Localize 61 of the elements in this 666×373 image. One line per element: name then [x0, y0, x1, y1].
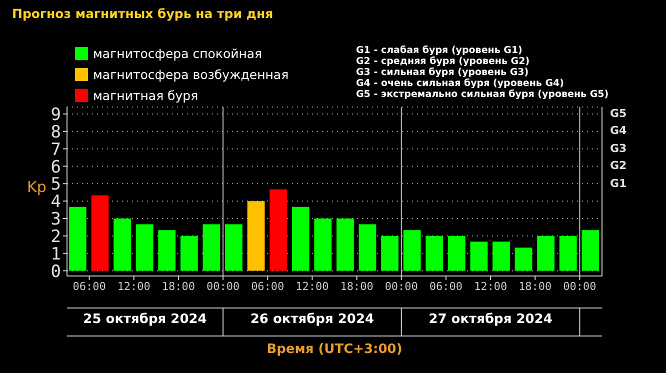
x-axis-title: Время (UTC+3:00)	[266, 342, 402, 357]
text: G4 - очень сильная буря (уровень G4)	[356, 78, 564, 89]
x-tick-label: 06:00	[251, 280, 284, 293]
bar	[358, 224, 376, 271]
bar	[136, 224, 154, 271]
text: 27 октября 2024	[428, 312, 552, 327]
bar	[314, 218, 332, 271]
x-tick-label: 00:00	[563, 280, 596, 293]
x-tick-label: 18:00	[518, 280, 552, 293]
text: G4	[610, 124, 627, 138]
text: G1 - слабая буря (уровень G1)	[356, 45, 522, 56]
bar	[426, 236, 444, 271]
text: G3 - сильная буря (уровень G3)	[356, 67, 529, 78]
bar	[158, 230, 176, 271]
x-tick-label: 00:00	[384, 280, 418, 293]
x-tick-label: 12:00	[474, 280, 508, 293]
bar	[336, 218, 354, 271]
text: 26 октября 2024	[250, 312, 374, 327]
bar	[403, 230, 421, 271]
bar	[270, 189, 288, 271]
y-tick-label: 4	[50, 192, 61, 212]
x-tick-label: 18:00	[162, 280, 196, 293]
bar	[514, 248, 532, 271]
text: 25 октября 2024	[83, 312, 207, 327]
bar	[381, 236, 398, 271]
chart-title: Прогноз магнитных бурь на три дня	[12, 6, 274, 21]
bar	[114, 218, 131, 271]
bar	[559, 236, 577, 271]
text: G1	[610, 176, 627, 190]
text: G3	[610, 142, 627, 155]
bar	[492, 242, 510, 271]
bar	[537, 236, 555, 271]
x-tick-label: 12:00	[117, 280, 150, 293]
bar	[582, 230, 600, 271]
bar	[180, 236, 198, 271]
bar	[202, 224, 220, 271]
y-tick-label: 0	[50, 262, 61, 282]
legend-label: магнитосфера спокойная	[93, 46, 262, 61]
legend-label: магнитная буря	[93, 88, 198, 103]
x-tick-label: 18:00	[340, 280, 374, 293]
bar	[91, 195, 109, 271]
legend-label: магнитосфера возбужденная	[93, 67, 289, 82]
text: G2	[610, 159, 627, 172]
bar	[292, 206, 310, 271]
bar	[448, 236, 466, 271]
text: G2 - средняя буря (уровень G2)	[356, 56, 530, 67]
y-tick-label: 6	[50, 157, 61, 178]
bar	[225, 224, 242, 271]
y-tick-label: 7	[50, 140, 61, 160]
x-tick-label: 06:00	[72, 280, 106, 293]
y-axis-title: Kp	[27, 178, 46, 196]
text: G5 - экстремально сильная буря (уровень G5)	[356, 89, 609, 100]
x-tick-label: 00:00	[206, 280, 240, 293]
bar	[247, 201, 265, 271]
bar	[69, 206, 86, 271]
x-tick-label: 12:00	[296, 280, 329, 293]
y-tick-label: 1	[50, 244, 61, 264]
bar	[470, 242, 488, 271]
y-tick-label: 5	[50, 174, 61, 195]
x-tick-label: 06:00	[429, 280, 463, 293]
text: G5	[610, 106, 627, 120]
